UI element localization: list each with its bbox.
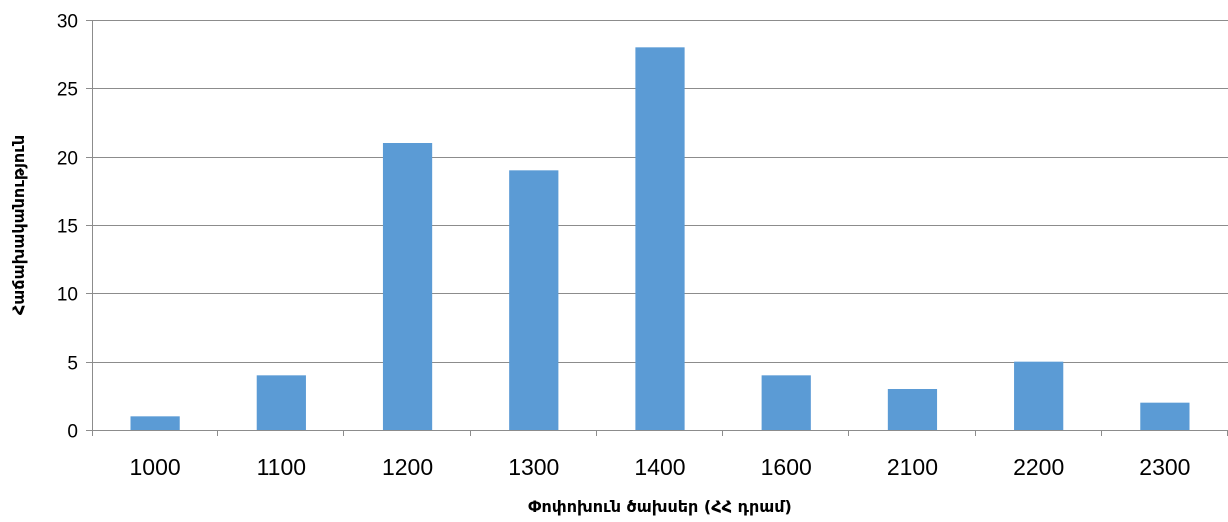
x-tick-label-1400: 1400 xyxy=(634,454,685,480)
bar-1400 xyxy=(635,47,685,430)
y-tick-label-15: 15 xyxy=(57,217,78,238)
bar-1200 xyxy=(382,143,433,430)
bar-2200 xyxy=(1014,361,1064,430)
y-tick-label-25: 25 xyxy=(57,80,78,101)
x-tick-label-2300: 2300 xyxy=(1139,454,1190,480)
bar-2100 xyxy=(887,389,938,430)
bar-1000 xyxy=(130,416,180,430)
y-tick-label-10: 10 xyxy=(57,285,78,306)
bar-1300 xyxy=(509,170,559,430)
y-tick-label-5: 5 xyxy=(67,354,78,375)
y-tick-label-30: 30 xyxy=(57,12,78,33)
x-tick-label-1100: 1100 xyxy=(257,454,306,480)
bars xyxy=(130,47,1190,430)
x-axis-title: Փոփոխուն ծախսեր (ՀՀ դրամ) xyxy=(528,497,792,516)
x-tick-label-1000: 1000 xyxy=(130,454,181,480)
bar-1100 xyxy=(256,375,306,430)
axes xyxy=(86,20,1228,436)
bar-1600 xyxy=(761,375,811,430)
tick-labels: 0 5 10 15 20 25 30 1000 1100 1200 1300 1400 1600 2100… xyxy=(57,12,1191,481)
x-tick-label-1600: 1600 xyxy=(761,454,812,480)
x-tick-label-1300: 1300 xyxy=(508,454,559,480)
y-axis-title: Հաճախականություն xyxy=(9,135,28,315)
y-tick-label-20: 20 xyxy=(57,149,78,170)
x-tick-label-2100: 2100 xyxy=(887,454,938,480)
x-tick-label-1200: 1200 xyxy=(382,454,433,480)
y-tick-label-0: 0 xyxy=(67,422,78,443)
bar-2300 xyxy=(1140,402,1190,430)
x-tick-label-2200: 2200 xyxy=(1013,454,1064,480)
